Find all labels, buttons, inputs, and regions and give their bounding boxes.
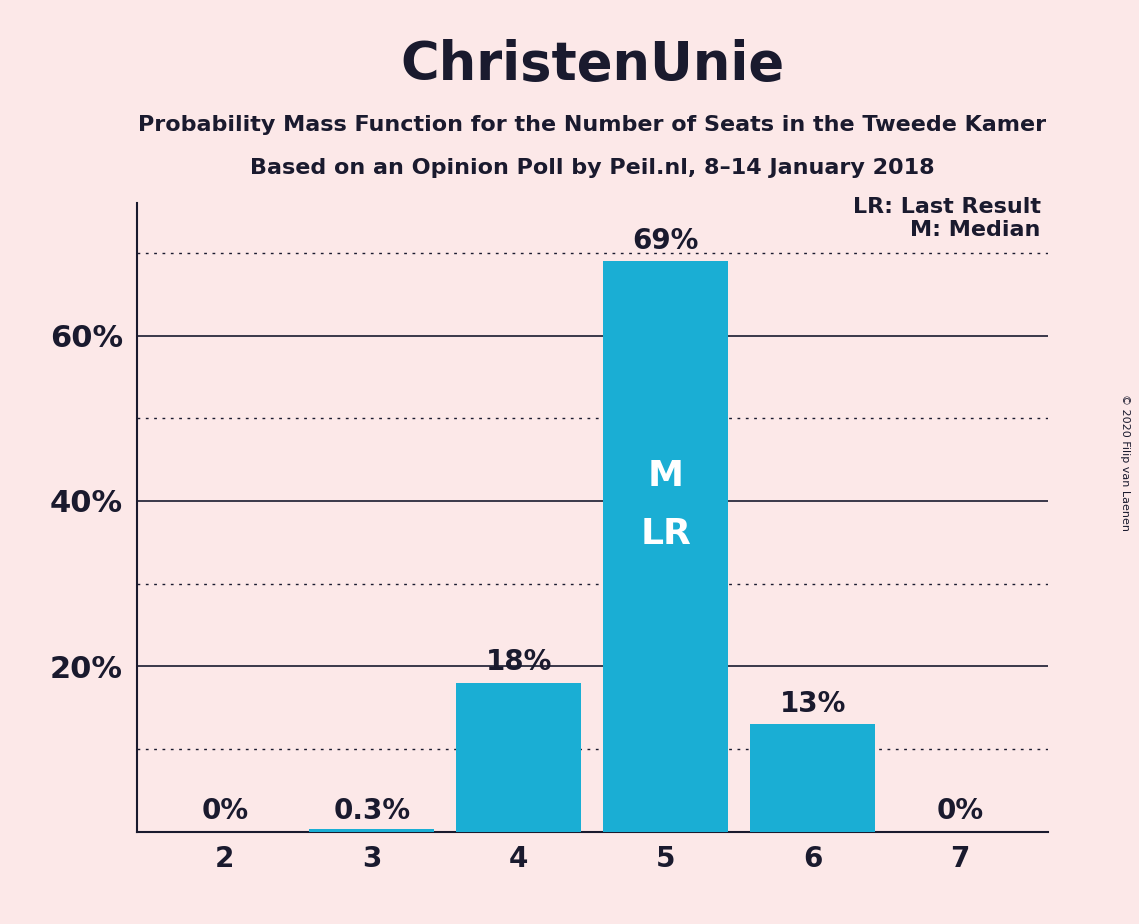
Text: M: Median: M: Median [910, 220, 1041, 239]
Bar [751, 724, 875, 832]
Text: © 2020 Filip van Laenen: © 2020 Filip van Laenen [1121, 394, 1130, 530]
Text: LR: Last Result: LR: Last Result [852, 198, 1041, 217]
Text: 0.3%: 0.3% [334, 797, 410, 825]
Text: Probability Mass Function for the Number of Seats in the Tweede Kamer: Probability Mass Function for the Number… [138, 115, 1047, 135]
Text: 13%: 13% [779, 689, 846, 718]
Text: 0%: 0% [202, 797, 248, 825]
Text: ChristenUnie: ChristenUnie [400, 39, 785, 91]
Bar [310, 829, 434, 832]
Text: 69%: 69% [632, 226, 699, 254]
Text: LR: LR [640, 517, 691, 551]
Text: 0%: 0% [936, 797, 983, 825]
Text: M: M [648, 459, 683, 493]
Text: 18%: 18% [485, 648, 552, 676]
Text: Based on an Opinion Poll by Peil.nl, 8–14 January 2018: Based on an Opinion Poll by Peil.nl, 8–1… [249, 158, 935, 178]
Bar [604, 261, 728, 832]
Bar [457, 683, 581, 832]
